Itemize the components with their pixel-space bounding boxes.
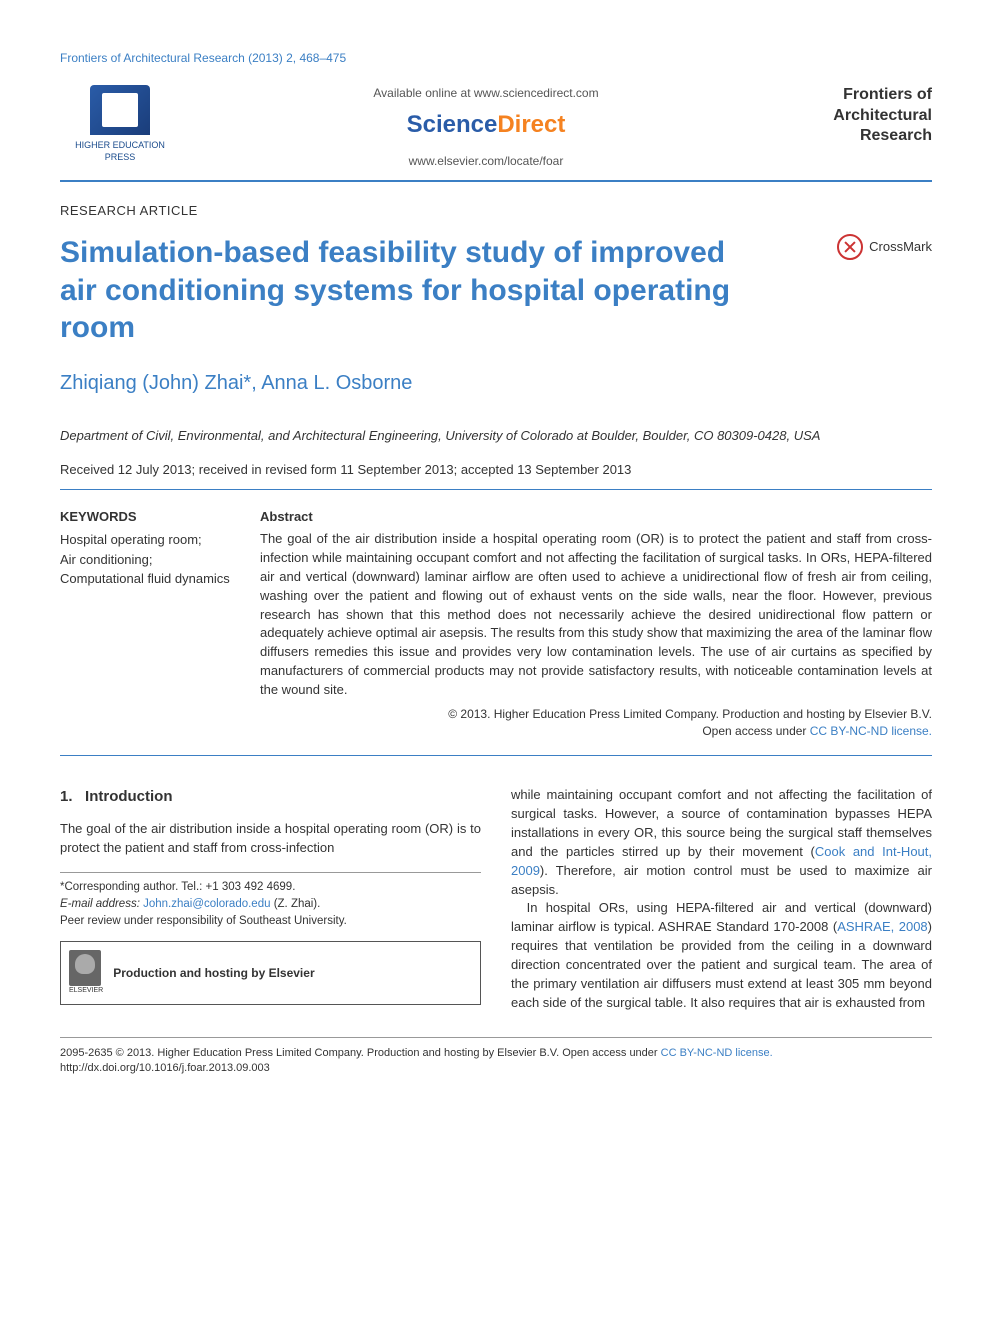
abstract-heading: Abstract (260, 508, 932, 526)
journal-name-l3: Research (792, 126, 932, 147)
header-row: HIGHER EDUCATION PRESS Available online … (60, 85, 932, 170)
article-title: Simulation-based feasibility study of im… (60, 234, 760, 347)
crossmark-label: CrossMark (869, 238, 932, 256)
license-prefix: Open access under (702, 724, 809, 738)
body-paragraph: The goal of the air distribution inside … (60, 820, 481, 858)
copyright-text: © 2013. Higher Education Press Limited C… (448, 707, 932, 721)
abstract-text: The goal of the air distribution inside … (260, 530, 932, 700)
sciencedirect-logo[interactable]: ScienceDirect (200, 108, 772, 142)
p1-text: while maintaining occupant comfort and n… (511, 787, 932, 896)
keywords-column: KEYWORDS Hospital operating room; Air co… (60, 508, 230, 739)
left-column: 1. Introduction The goal of the air dist… (60, 786, 481, 1012)
author-email[interactable]: John.zhai@colorado.edu (143, 898, 270, 910)
citation-link[interactable]: ASHRAE, 2008 (837, 919, 927, 934)
crossmark-icon (837, 234, 863, 260)
abstract-copyright: © 2013. Higher Education Press Limited C… (260, 706, 932, 740)
abstract-row: KEYWORDS Hospital operating room; Air co… (60, 508, 932, 739)
elsevier-tree-icon (69, 950, 101, 986)
keywords-list: Hospital operating room; Air conditionin… (60, 530, 230, 589)
sd-part1: Science (407, 111, 498, 138)
publisher-label: HIGHER EDUCATION PRESS (60, 139, 180, 164)
section-title: Introduction (85, 788, 172, 805)
divider-thin (60, 755, 932, 756)
right-column: while maintaining occupant comfort and n… (511, 786, 932, 1012)
divider (60, 180, 932, 182)
journal-name: Frontiers of Architectural Research (792, 85, 932, 147)
footer: 2095-2635 © 2013. Higher Education Press… (60, 1046, 932, 1077)
corresponding-author: *Corresponding author. Tel.: +1 303 492 … (60, 879, 481, 896)
book-icon (90, 85, 150, 135)
available-online-text: Available online at www.sciencedirect.co… (200, 85, 772, 102)
section-heading: 1. Introduction (60, 786, 481, 808)
citation-link[interactable]: Cook and Int-Hout, 2009 (511, 844, 932, 878)
peer-review-note: Peer review under responsibility of Sout… (60, 913, 481, 930)
body-columns: 1. Introduction The goal of the air dist… (60, 786, 932, 1012)
title-row: Simulation-based feasibility study of im… (60, 234, 932, 347)
footnote-box: *Corresponding author. Tel.: +1 303 492 … (60, 872, 481, 1005)
elsevier-logo-small: ELSEVIER (69, 950, 103, 997)
footer-license-link[interactable]: CC BY-NC-ND license. (661, 1047, 773, 1059)
email-label: E-mail address: (60, 898, 143, 910)
article-type: RESEARCH ARTICLE (60, 202, 932, 220)
authors: Zhiqiang (John) Zhai*, Anna L. Osborne (60, 369, 932, 397)
hosting-label: Production and hosting by Elsevier (113, 964, 314, 982)
footer-copyright: 2095-2635 © 2013. Higher Education Press… (60, 1047, 562, 1059)
sd-part2: Direct (497, 111, 565, 138)
license-link[interactable]: CC BY-NC-ND license. (810, 724, 932, 738)
article-dates: Received 12 July 2013; received in revis… (60, 461, 932, 479)
p2-text: In hospital ORs, using HEPA-filtered air… (511, 900, 932, 1009)
hosting-box: ELSEVIER Production and hosting by Elsev… (60, 941, 481, 1006)
journal-url[interactable]: www.elsevier.com/locate/foar (200, 153, 772, 170)
section-number: 1. (60, 788, 73, 805)
footer-divider (60, 1037, 932, 1038)
footer-license-prefix: Open access under (562, 1047, 660, 1059)
elsevier-label: ELSEVIER (69, 986, 103, 997)
crossmark-badge[interactable]: CrossMark (837, 234, 932, 260)
email-suffix: (Z. Zhai). (271, 898, 321, 910)
email-line: E-mail address: John.zhai@colorado.edu (… (60, 896, 481, 913)
journal-reference: Frontiers of Architectural Research (201… (60, 50, 932, 67)
affiliation: Department of Civil, Environmental, and … (60, 427, 932, 445)
keywords-heading: KEYWORDS (60, 508, 230, 526)
journal-name-l1: Frontiers of (792, 85, 932, 106)
journal-name-l2: Architectural (792, 106, 932, 127)
body-paragraph: In hospital ORs, using HEPA-filtered air… (511, 899, 932, 1012)
publisher-logo: HIGHER EDUCATION PRESS (60, 85, 180, 164)
body-paragraph: while maintaining occupant comfort and n… (511, 786, 932, 899)
divider-thin (60, 489, 932, 490)
center-header: Available online at www.sciencedirect.co… (180, 85, 792, 170)
footer-doi[interactable]: http://dx.doi.org/10.1016/j.foar.2013.09… (60, 1062, 270, 1074)
abstract-column: Abstract The goal of the air distributio… (260, 508, 932, 739)
